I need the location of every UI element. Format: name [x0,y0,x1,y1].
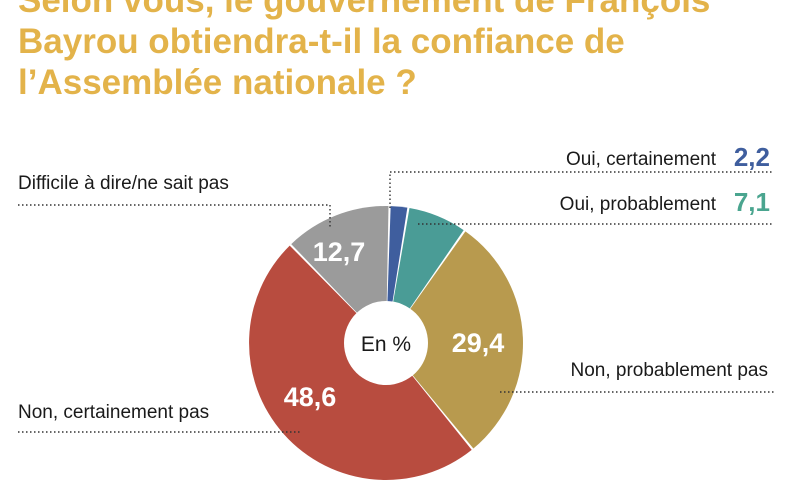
slice-non-probablement-pas [386,231,523,449]
slice-value-oui-certainement: 2,2 [734,142,770,172]
title-line-1: Selon vous, le gouvernement de François [18,0,711,20]
leader-line-oui-certainement [389,171,774,208]
slice-label-oui-certainement: Oui, certainement [566,149,717,170]
donut-hole [344,301,428,385]
slice-value-non-certainement-pas: 48,6 [284,382,337,412]
leader-line-difficile [18,204,331,228]
slice-label-difficile: Difficile à dire/ne sait pas [18,173,229,194]
slice-label-non-probablement-pas: Non, probablement pas [570,360,768,381]
slice-value-non-probablement-pas: 29,4 [452,328,505,358]
unit-label: En % [361,333,411,356]
title-line-3: l’Assemblée nationale ? [18,63,417,102]
slice-value-difficile: 12,7 [313,237,366,267]
chart-title: Selon vous, le gouvernement de François … [18,0,778,103]
slice-label-non-certainement-pas: Non, certainement pas [18,402,209,423]
slice-label-oui-probablement: Oui, probablement [560,194,717,215]
slice-value-oui-probablement: 7,1 [734,187,770,217]
title-line-2: Bayrou obtiendra-t-il la confiance de [18,22,625,61]
